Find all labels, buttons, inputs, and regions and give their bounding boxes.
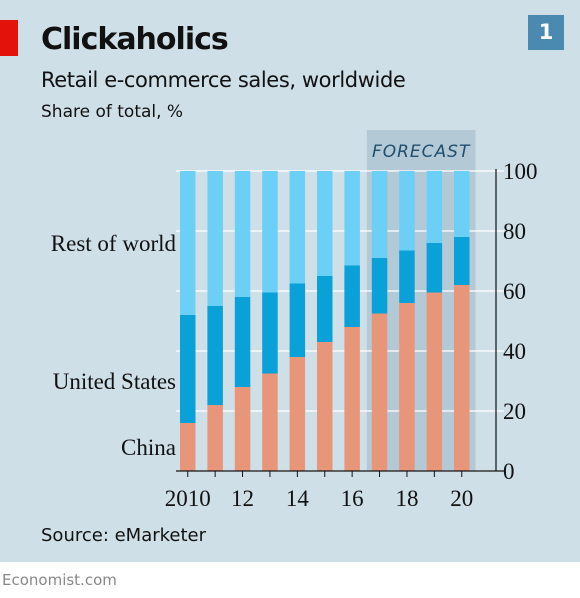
- x-tick-label: 16: [341, 486, 364, 511]
- y-tick-label: 0: [503, 459, 515, 484]
- bar-rest-of-world-2013: [262, 171, 278, 293]
- y-tick-label: 40: [503, 339, 526, 364]
- bar-china-2012: [234, 387, 251, 471]
- series-label-china: China: [121, 435, 176, 460]
- chart-number-badge: 1: [528, 15, 564, 50]
- bar-china-2010: [180, 423, 196, 471]
- x-tick-label: 20: [450, 486, 473, 511]
- x-tick-label: 18: [395, 486, 418, 511]
- bar-rest-of-world-2017: [371, 171, 388, 258]
- stacked-bar-chart: FORECAST 0 20 40 60 80 100 2010 12 14 16 18 20 China…: [51, 130, 538, 511]
- bar-united-states-2019: [426, 243, 443, 293]
- bar-rest-of-world-2019: [426, 171, 443, 243]
- bar-rest-of-world-2014: [289, 171, 306, 284]
- bar-united-states-2010: [180, 315, 196, 423]
- bar-united-states-2015: [317, 276, 333, 342]
- bar-china-2016: [344, 327, 360, 471]
- bar-china-2011: [207, 405, 223, 471]
- series-label-united-states: United States: [53, 369, 176, 394]
- bar-rest-of-world-2016: [344, 171, 360, 266]
- bar-united-states-2013: [262, 292, 278, 374]
- bar-rest-of-world-2020: [454, 171, 470, 237]
- bar-china-2020: [454, 285, 470, 471]
- bar-china-2014: [289, 357, 306, 471]
- bar-united-states-2012: [234, 297, 251, 387]
- chart-unit-label: Share of total, %: [41, 102, 184, 122]
- y-tick-label: 20: [503, 399, 526, 424]
- bar-united-states-2016: [344, 265, 360, 327]
- bar-united-states-2014: [289, 283, 306, 357]
- bar-rest-of-world-2012: [234, 171, 251, 297]
- series-label-rest-of-world: Rest of world: [51, 231, 177, 256]
- chart-title: Clickaholics: [41, 22, 229, 57]
- forecast-label: FORECAST: [372, 142, 471, 162]
- bar-china-2015: [317, 342, 333, 471]
- y-tick-label: 100: [503, 159, 538, 184]
- bar-united-states-2020: [454, 237, 470, 285]
- bar-united-states-2011: [207, 306, 223, 405]
- bar-rest-of-world-2011: [207, 171, 223, 306]
- bar-united-states-2018: [399, 250, 415, 303]
- y-tick-label: 80: [503, 219, 526, 244]
- x-tick-label: 12: [231, 486, 254, 511]
- bar-rest-of-world-2018: [399, 171, 415, 251]
- bar-china-2018: [399, 303, 415, 471]
- bar-china-2019: [426, 292, 443, 471]
- bar-united-states-2017: [371, 258, 388, 314]
- x-tick-label: 2010: [165, 486, 211, 511]
- chart-subtitle: Retail e-commerce sales, worldwide: [41, 68, 406, 92]
- x-tick-label: 14: [286, 486, 310, 511]
- bar-china-2017: [371, 313, 388, 471]
- footer-credit: Economist.com: [2, 571, 117, 589]
- brand-red-tag: [0, 20, 18, 56]
- bar-rest-of-world-2015: [317, 171, 333, 276]
- bar-china-2013: [262, 373, 278, 471]
- y-tick-label: 60: [503, 279, 526, 304]
- bar-rest-of-world-2010: [180, 171, 196, 315]
- source-note: Source: eMarketer: [41, 525, 207, 546]
